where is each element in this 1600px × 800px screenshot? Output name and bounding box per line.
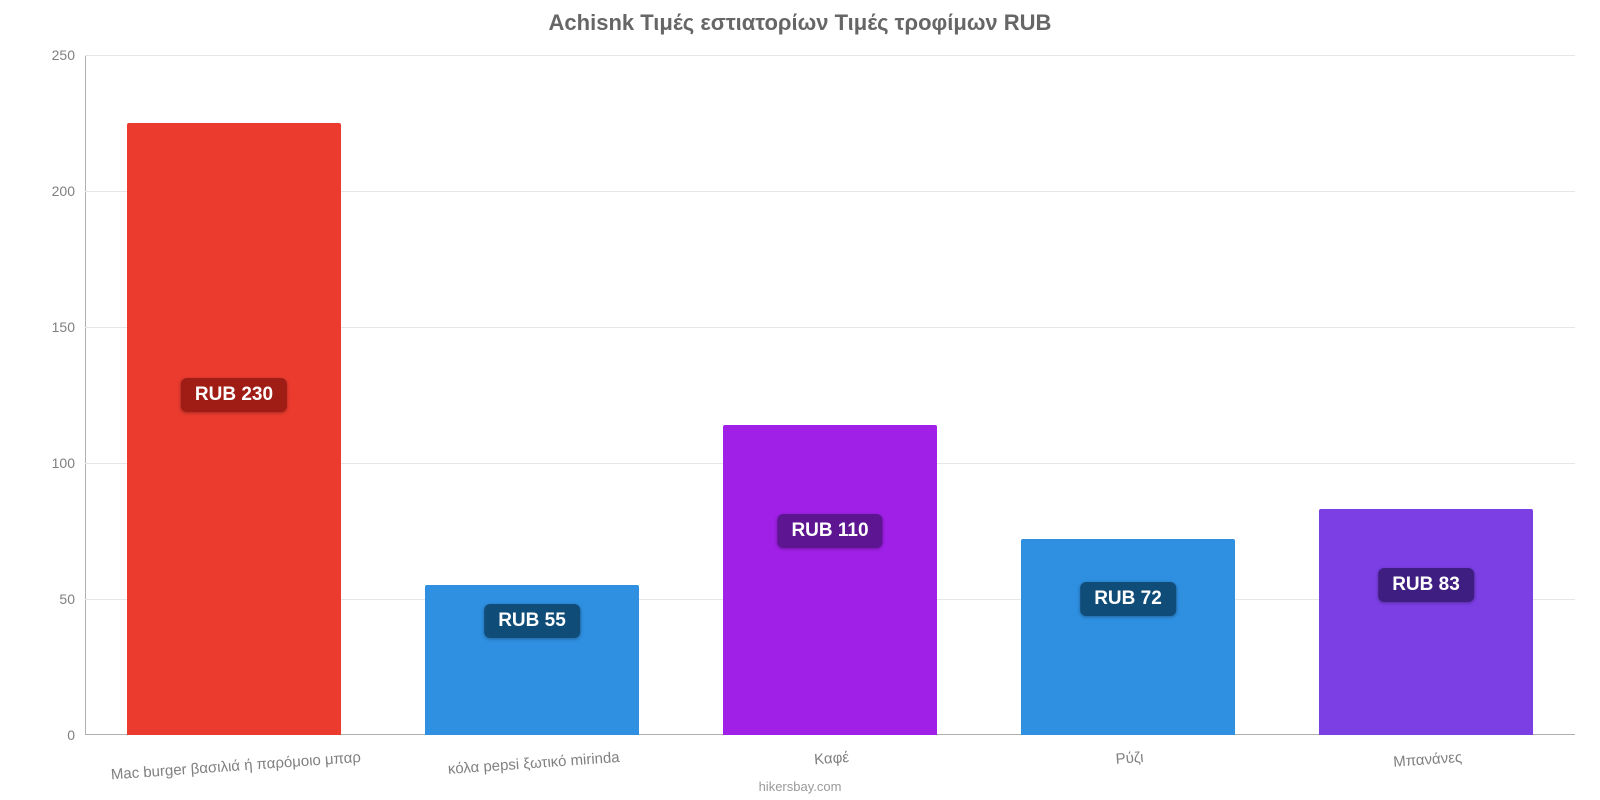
gridline — [85, 55, 1575, 56]
attribution-text: hikersbay.com — [0, 779, 1600, 794]
y-tick-label: 250 — [25, 47, 85, 63]
bar-value-label: RUB 72 — [1080, 582, 1176, 616]
x-category-label: Mac burger βασιλιά ή παρόμοιο μπαρ — [109, 735, 361, 783]
y-tick-label: 200 — [25, 183, 85, 199]
bar — [1319, 509, 1534, 735]
y-tick-label: 0 — [25, 727, 85, 743]
bar-value-label: RUB 55 — [484, 604, 580, 638]
x-category-label: Ρύζι — [1114, 735, 1144, 768]
chart-container: Achisnk Τιμές εστιατορίων Τιμές τροφίμων… — [0, 0, 1600, 800]
bar-value-label: RUB 230 — [181, 378, 287, 412]
y-axis-line — [85, 55, 86, 735]
x-category-label: Καφέ — [813, 735, 850, 768]
bar-value-label: RUB 83 — [1378, 568, 1474, 602]
x-category-label: Μπανάνες — [1392, 735, 1463, 771]
x-category-label: κόλα pepsi ξωτικό mirinda — [446, 735, 620, 778]
bar — [127, 123, 342, 735]
bar — [723, 425, 938, 735]
y-tick-label: 100 — [25, 455, 85, 471]
bar-value-label: RUB 110 — [777, 514, 882, 548]
y-tick-label: 50 — [25, 591, 85, 607]
y-tick-label: 150 — [25, 319, 85, 335]
chart-title: Achisnk Τιμές εστιατορίων Τιμές τροφίμων… — [0, 10, 1600, 36]
bar — [1021, 539, 1236, 735]
plot-area: 050100150200250RUB 230Mac burger βασιλιά… — [85, 55, 1575, 735]
